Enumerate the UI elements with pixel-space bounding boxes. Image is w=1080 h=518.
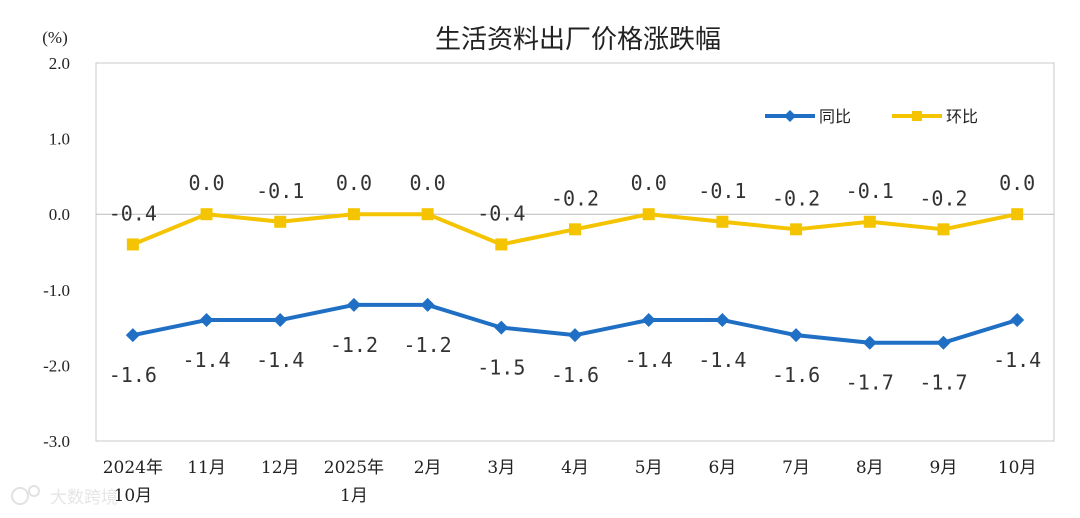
data-label: -1.4 — [256, 348, 304, 372]
data-point — [641, 313, 656, 328]
watermark: 大数跨境 — [11, 485, 118, 508]
data-label: -1.6 — [109, 363, 157, 387]
data-label: -1.4 — [182, 348, 230, 372]
data-labels: -1.6 -1.4 -1.4 -1.2 -1.2 -1.5 -1.6 -1.4 -1.4 -1.6… — [109, 171, 1041, 395]
data-point — [936, 335, 951, 350]
y-tick-label: 1.0 — [49, 130, 70, 149]
legend-label: 环比 — [946, 107, 978, 126]
data-label: 0.0 — [631, 171, 667, 195]
data-label: -1.6 — [551, 363, 599, 387]
x-tick-label: 3月 — [487, 458, 515, 478]
data-point — [274, 215, 287, 228]
data-point — [642, 208, 655, 221]
data-point — [1011, 208, 1024, 221]
data-label: 0.0 — [188, 171, 224, 195]
y-axis-unit: (%) — [42, 28, 67, 47]
legend-marker — [912, 111, 922, 121]
data-label: 0.0 — [410, 171, 446, 195]
data-point — [1010, 313, 1025, 328]
x-tick-label: 6月 — [708, 458, 736, 478]
data-point — [495, 238, 508, 251]
data-label: -1.5 — [477, 356, 525, 380]
x-tick-label: 2024年 — [103, 458, 163, 478]
data-label: -1.2 — [330, 333, 378, 357]
data-point — [789, 328, 804, 343]
y-tick-label: -3.0 — [43, 432, 70, 451]
data-label: -1.7 — [846, 371, 894, 395]
data-label: -1.4 — [698, 348, 746, 372]
y-tick-label: 2.0 — [49, 54, 70, 73]
data-point — [863, 215, 876, 228]
x-axis: 2024年 10月 11月 12月 2025年 1月 2月 3月 4月 5月 6月 7月 8月 9月 10月 — [103, 458, 1037, 506]
data-point — [716, 215, 729, 228]
x-tick-label: 11月 — [187, 458, 226, 478]
y-tick-label: -1.0 — [43, 281, 70, 300]
x-tick-label: 9月 — [930, 458, 958, 478]
legend: 同比 环比 — [765, 107, 978, 126]
data-point — [346, 297, 361, 312]
data-point — [421, 208, 434, 221]
data-point — [790, 223, 803, 236]
x-tick-label: 8月 — [856, 458, 884, 478]
data-label: -1.2 — [404, 333, 452, 357]
data-label: 0.0 — [336, 171, 372, 195]
y-axis: 2.0 1.0 0.0 -1.0 -2.0 -3.0 — [43, 54, 70, 451]
data-point — [125, 328, 140, 343]
plot-frame — [95, 62, 1055, 442]
data-point — [199, 313, 214, 328]
x-tick-label: 4月 — [561, 458, 589, 478]
chart-title: 生活资料出厂价格涨跌幅 — [435, 25, 721, 55]
data-label: -1.6 — [772, 363, 820, 387]
data-point — [420, 297, 435, 312]
data-point — [569, 223, 581, 236]
x-tick-label: 1月 — [340, 486, 368, 506]
data-point — [715, 313, 730, 328]
data-label: -0.4 — [109, 201, 157, 225]
legend-label: 同比 — [819, 107, 851, 126]
data-label: -1.7 — [919, 371, 967, 395]
x-tick-label: 5月 — [635, 458, 663, 478]
x-tick-label: 7月 — [782, 458, 810, 478]
legend-marker — [784, 110, 796, 122]
x-tick-label: 2月 — [414, 458, 442, 478]
data-point — [273, 313, 288, 328]
data-point — [200, 208, 213, 221]
data-point — [937, 223, 950, 236]
x-tick-label: 12月 — [261, 458, 300, 478]
data-label: -0.2 — [551, 186, 599, 210]
data-label: -0.1 — [698, 179, 746, 203]
data-label: -0.2 — [772, 186, 820, 210]
data-label: -1.4 — [993, 348, 1041, 372]
data-label: -0.1 — [846, 179, 894, 203]
data-point — [568, 328, 582, 343]
logo-mark-icon — [11, 487, 29, 505]
data-label: -0.4 — [477, 201, 525, 225]
series-group — [125, 208, 1025, 350]
data-point — [126, 238, 139, 251]
y-tick-label: 0.0 — [49, 205, 70, 224]
x-tick-label: 2025年 — [324, 458, 384, 478]
x-tick-label: 10月 — [114, 486, 153, 506]
data-point — [347, 208, 360, 221]
x-tick-label: 10月 — [998, 458, 1037, 478]
logo-dot-icon — [28, 485, 40, 497]
data-label: 0.0 — [999, 171, 1035, 195]
data-label: -1.4 — [625, 348, 673, 372]
y-tick-label: -2.0 — [43, 356, 70, 375]
data-label: -0.2 — [919, 186, 967, 210]
data-point — [862, 335, 877, 350]
data-point — [494, 320, 509, 335]
watermark-text: 大数跨境 — [50, 488, 118, 508]
data-label: -0.1 — [256, 179, 304, 203]
